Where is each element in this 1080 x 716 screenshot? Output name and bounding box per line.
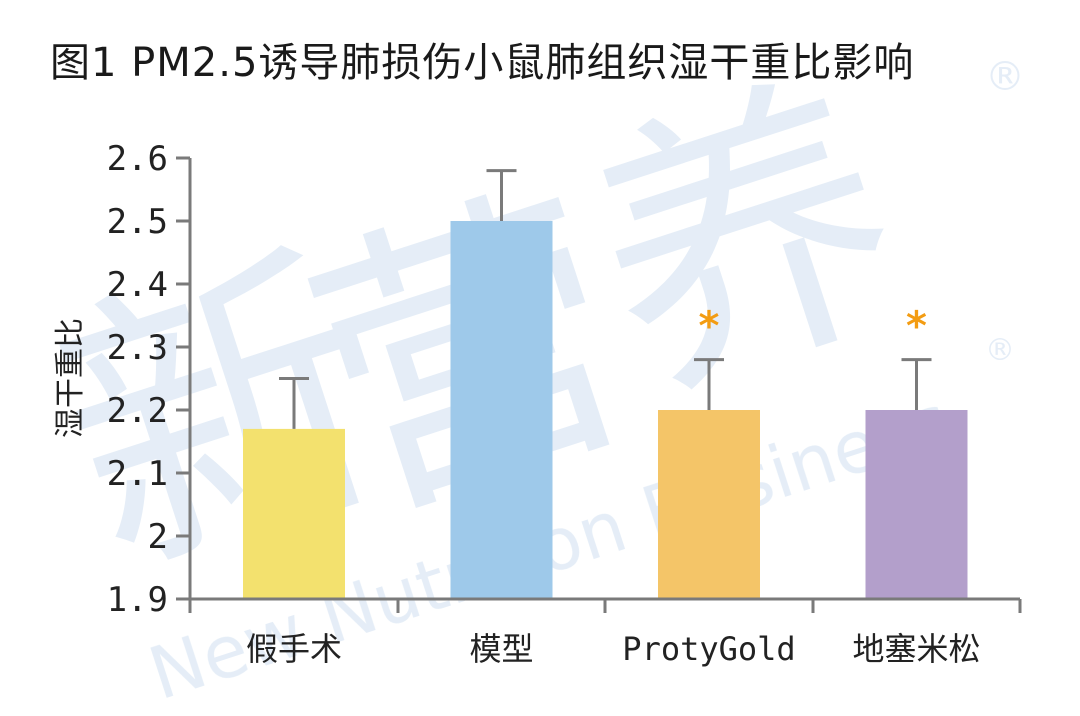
category-label-3: 地塞米松 (852, 630, 980, 668)
y-tick-label-1: 2 (148, 517, 168, 557)
watermark-registered-mark: ® (985, 333, 1015, 368)
y-tick-label-5: 2.4 (107, 265, 168, 305)
significance-marker-3: * (906, 304, 927, 350)
bar-0 (243, 428, 345, 599)
category-label-0: 假手术 (246, 630, 342, 668)
bars-layer (243, 221, 968, 599)
y-tick-label-2: 2.1 (107, 454, 168, 494)
bar-1 (450, 221, 553, 599)
y-tick-label-6: 2.5 (107, 202, 168, 242)
y-axis-label: 湿干重比 (53, 318, 88, 438)
error-bars-layer (279, 169, 932, 429)
y-tick-label-7: 2.6 (107, 139, 168, 179)
chart-title: 图1 PM2.5诱导肺损伤小鼠肺组织湿干重比影响 (50, 40, 915, 86)
y-tick-label-0: 1.9 (107, 580, 168, 620)
watermark-registered-mark: ® (985, 54, 1025, 100)
bar-3 (865, 410, 968, 599)
y-tick-label-3: 2.2 (107, 391, 168, 431)
labels-layer: 假手术 模型 * ProtyGold * 地塞米松 1.9 2 2.1 2.2 2.3 2.4 2.5 2… (53, 139, 981, 668)
bar-2 (658, 410, 760, 599)
category-label-2: ProtyGold (622, 630, 795, 668)
y-tick-label-4: 2.3 (107, 328, 168, 368)
category-label-1: 模型 (469, 630, 533, 668)
axes (176, 156, 1022, 613)
significance-marker-2: * (699, 304, 720, 350)
